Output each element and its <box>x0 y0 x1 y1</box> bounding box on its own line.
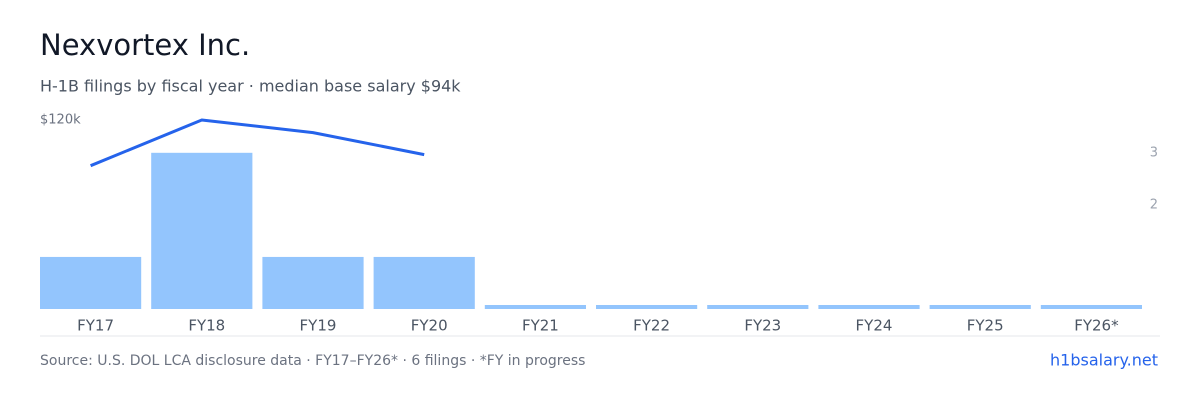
empty-year-stub <box>929 305 1031 309</box>
chart-subtitle: H-1B filings by fiscal year · median bas… <box>40 77 461 96</box>
y-tick-label: $120k <box>40 113 81 128</box>
y2-tick-label: 2 <box>1150 197 1158 212</box>
empty-year-stub <box>1040 305 1142 309</box>
empty-year-stub <box>596 305 698 309</box>
empty-year-stub <box>818 305 920 309</box>
brand-link[interactable]: h1bsalary.net <box>1050 351 1158 370</box>
x-tick-label: FY24 <box>856 317 893 335</box>
bar <box>262 256 364 309</box>
x-tick-label: FY17 <box>77 317 114 335</box>
x-tick-label: FY21 <box>522 317 559 335</box>
x-tick-label: FY25 <box>967 317 1004 335</box>
salary-line <box>90 118 425 168</box>
x-tick-label: FY18 <box>188 317 225 335</box>
x-tick-label: FY19 <box>300 317 337 335</box>
x-tick-label: FY22 <box>633 317 670 335</box>
chart-title: Nexvortex Inc. <box>40 28 250 62</box>
bar <box>40 256 142 309</box>
y2-tick-label: 3 <box>1150 145 1158 160</box>
bar <box>151 152 253 309</box>
x-tick-label: FY20 <box>411 317 448 335</box>
bar <box>373 256 475 309</box>
x-tick-label: FY23 <box>744 317 781 335</box>
source-note: Source: U.S. DOL LCA disclosure data · F… <box>40 353 585 369</box>
x-tick-label: FY26* <box>1074 317 1119 335</box>
empty-year-stub <box>707 305 809 309</box>
empty-year-stub <box>484 305 586 309</box>
